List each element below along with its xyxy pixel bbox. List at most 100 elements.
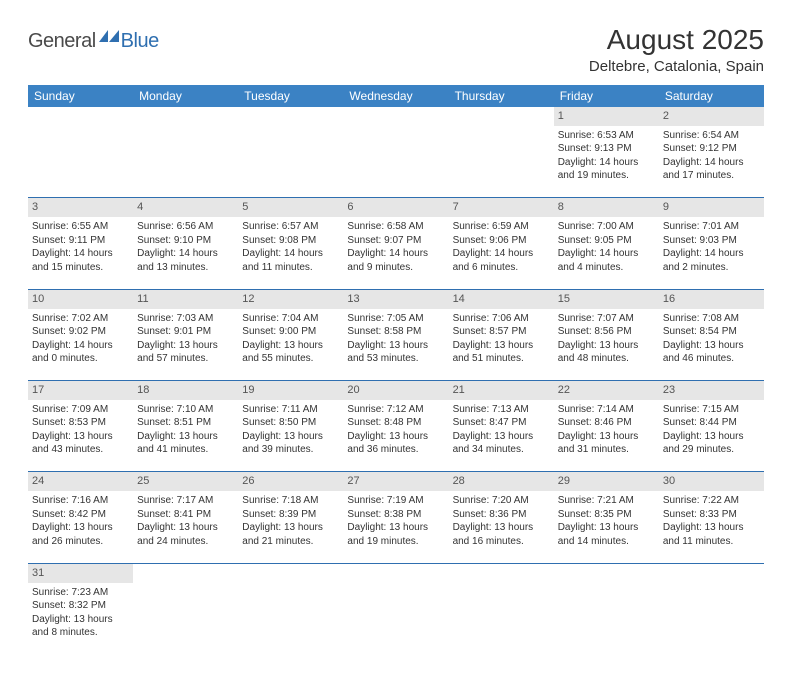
daynum-cell: 20 bbox=[343, 381, 448, 400]
dayheader-thursday: Thursday bbox=[449, 85, 554, 107]
daynum-cell: 7 bbox=[449, 198, 554, 217]
sunrise-text: Sunrise: 6:57 AM bbox=[242, 220, 339, 234]
daylight-text: Daylight: 13 hours bbox=[242, 430, 339, 444]
daynum-row: 10111213141516 bbox=[28, 289, 764, 308]
sunset-text: Sunset: 8:57 PM bbox=[453, 325, 550, 339]
sunrise-text: Sunrise: 6:55 AM bbox=[32, 220, 129, 234]
daynum-cell: 18 bbox=[133, 381, 238, 400]
day-cell: Sunrise: 6:58 AMSunset: 9:07 PMDaylight:… bbox=[343, 217, 448, 289]
sunrise-text: Sunrise: 7:11 AM bbox=[242, 403, 339, 417]
day-cell: Sunrise: 7:09 AMSunset: 8:53 PMDaylight:… bbox=[28, 400, 133, 472]
day-cell: Sunrise: 6:59 AMSunset: 9:06 PMDaylight:… bbox=[449, 217, 554, 289]
daylight-text: and 19 minutes. bbox=[558, 169, 655, 183]
daylight-text: Daylight: 13 hours bbox=[663, 339, 760, 353]
sunrise-text: Sunrise: 7:04 AM bbox=[242, 312, 339, 326]
day-cell: Sunrise: 6:56 AMSunset: 9:10 PMDaylight:… bbox=[133, 217, 238, 289]
sunset-text: Sunset: 9:12 PM bbox=[663, 142, 760, 156]
sunset-text: Sunset: 8:46 PM bbox=[558, 416, 655, 430]
day-cell: Sunrise: 7:07 AMSunset: 8:56 PMDaylight:… bbox=[554, 309, 659, 381]
daylight-text: Daylight: 14 hours bbox=[663, 247, 760, 261]
daylight-text: Daylight: 13 hours bbox=[663, 430, 760, 444]
sunrise-text: Sunrise: 7:06 AM bbox=[453, 312, 550, 326]
daylight-text: Daylight: 14 hours bbox=[663, 156, 760, 170]
daylight-text: Daylight: 13 hours bbox=[242, 339, 339, 353]
day-cell: Sunrise: 6:55 AMSunset: 9:11 PMDaylight:… bbox=[28, 217, 133, 289]
daynum-cell bbox=[133, 563, 238, 582]
sunset-text: Sunset: 9:08 PM bbox=[242, 234, 339, 248]
sunset-text: Sunset: 8:32 PM bbox=[32, 599, 129, 613]
daynum-cell: 1 bbox=[554, 107, 659, 126]
daylight-text: Daylight: 13 hours bbox=[558, 339, 655, 353]
daylight-text: Daylight: 14 hours bbox=[453, 247, 550, 261]
daynum-cell: 14 bbox=[449, 289, 554, 308]
daynum-row: 17181920212223 bbox=[28, 381, 764, 400]
sunrise-text: Sunrise: 7:09 AM bbox=[32, 403, 129, 417]
empty-cell bbox=[659, 583, 764, 655]
empty-cell bbox=[133, 126, 238, 198]
daynum-cell: 23 bbox=[659, 381, 764, 400]
day-cell: Sunrise: 7:04 AMSunset: 9:00 PMDaylight:… bbox=[238, 309, 343, 381]
sunset-text: Sunset: 9:10 PM bbox=[137, 234, 234, 248]
daylight-text: and 8 minutes. bbox=[32, 626, 129, 640]
daylight-text: and 24 minutes. bbox=[137, 535, 234, 549]
daylight-text: Daylight: 13 hours bbox=[32, 613, 129, 627]
daynum-cell: 19 bbox=[238, 381, 343, 400]
daylight-text: and 34 minutes. bbox=[453, 443, 550, 457]
day-cell: Sunrise: 7:10 AMSunset: 8:51 PMDaylight:… bbox=[133, 400, 238, 472]
daynum-cell: 31 bbox=[28, 563, 133, 582]
empty-cell bbox=[238, 583, 343, 655]
content-row: Sunrise: 7:23 AMSunset: 8:32 PMDaylight:… bbox=[28, 583, 764, 655]
day-cell: Sunrise: 7:01 AMSunset: 9:03 PMDaylight:… bbox=[659, 217, 764, 289]
sunset-text: Sunset: 9:05 PM bbox=[558, 234, 655, 248]
content-row: Sunrise: 7:16 AMSunset: 8:42 PMDaylight:… bbox=[28, 491, 764, 563]
sunset-text: Sunset: 8:36 PM bbox=[453, 508, 550, 522]
daynum-cell bbox=[28, 107, 133, 126]
content-row: Sunrise: 7:09 AMSunset: 8:53 PM Daylight:… bbox=[28, 400, 764, 472]
daynum-cell: 22 bbox=[554, 381, 659, 400]
empty-cell bbox=[133, 583, 238, 655]
sunset-text: Sunset: 9:00 PM bbox=[242, 325, 339, 339]
daynum-cell: 30 bbox=[659, 472, 764, 491]
day-cell: Sunrise: 7:16 AMSunset: 8:42 PMDaylight:… bbox=[28, 491, 133, 563]
sunrise-text: Sunrise: 7:05 AM bbox=[347, 312, 444, 326]
sunrise-text: Sunrise: 7:20 AM bbox=[453, 494, 550, 508]
daylight-text: Daylight: 13 hours bbox=[137, 339, 234, 353]
daylight-text: and 46 minutes. bbox=[663, 352, 760, 366]
sunrise-text: Sunrise: 7:16 AM bbox=[32, 494, 129, 508]
sunrise-text: Sunrise: 7:21 AM bbox=[558, 494, 655, 508]
daylight-text: and 9 minutes. bbox=[347, 261, 444, 275]
sunset-text: Sunset: 8:44 PM bbox=[663, 416, 760, 430]
calendar-head: Sunday Monday Tuesday Wednesday Thursday… bbox=[28, 85, 764, 107]
sunset-text: Sunset: 9:11 PM bbox=[32, 234, 129, 248]
daylight-text: and 16 minutes. bbox=[453, 535, 550, 549]
calendar-body: 12Sunrise: 6:53 AMSunset: 9:13 PMDayligh… bbox=[28, 107, 764, 655]
daylight-text: and 43 minutes. bbox=[32, 443, 129, 457]
daynum-row: 3456789 bbox=[28, 198, 764, 217]
empty-cell bbox=[343, 126, 448, 198]
day-cell: Sunrise: 7:06 AMSunset: 8:57 PMDaylight:… bbox=[449, 309, 554, 381]
month-title: August 2025 bbox=[589, 24, 764, 56]
sunrise-text: Sunrise: 7:22 AM bbox=[663, 494, 760, 508]
sunrise-text: Sunrise: 6:54 AM bbox=[663, 129, 760, 143]
sunset-text: Sunset: 8:38 PM bbox=[347, 508, 444, 522]
sunrise-text: Sunrise: 6:56 AM bbox=[137, 220, 234, 234]
content-row: Sunrise: 7:02 AMSunset: 9:02 PMDaylight:… bbox=[28, 309, 764, 381]
daynum-cell: 17 bbox=[28, 381, 133, 400]
daylight-text: Daylight: 13 hours bbox=[32, 521, 129, 535]
daynum-cell: 4 bbox=[133, 198, 238, 217]
day-cell: Sunrise: 6:54 AMSunset: 9:12 PMDaylight:… bbox=[659, 126, 764, 198]
sunset-text: Sunset: 9:02 PM bbox=[32, 325, 129, 339]
daynum-cell bbox=[238, 563, 343, 582]
daylight-text: Daylight: 13 hours bbox=[558, 430, 655, 444]
sunrise-text: Sunrise: 7:07 AM bbox=[558, 312, 655, 326]
sunset-text: Sunset: 8:53 PM bbox=[32, 416, 129, 430]
sunrise-text: Sunrise: 7:00 AM bbox=[558, 220, 655, 234]
daylight-text: and 4 minutes. bbox=[558, 261, 655, 275]
brand-flag-icon bbox=[99, 29, 121, 48]
daylight-text: and 6 minutes. bbox=[453, 261, 550, 275]
sunrise-text: Sunrise: 7:19 AM bbox=[347, 494, 444, 508]
brand-part1: General bbox=[28, 30, 96, 53]
daylight-text: and 19 minutes. bbox=[347, 535, 444, 549]
sunset-text: Sunset: 8:35 PM bbox=[558, 508, 655, 522]
day-cell: Sunrise: 6:57 AMSunset: 9:08 PMDaylight:… bbox=[238, 217, 343, 289]
